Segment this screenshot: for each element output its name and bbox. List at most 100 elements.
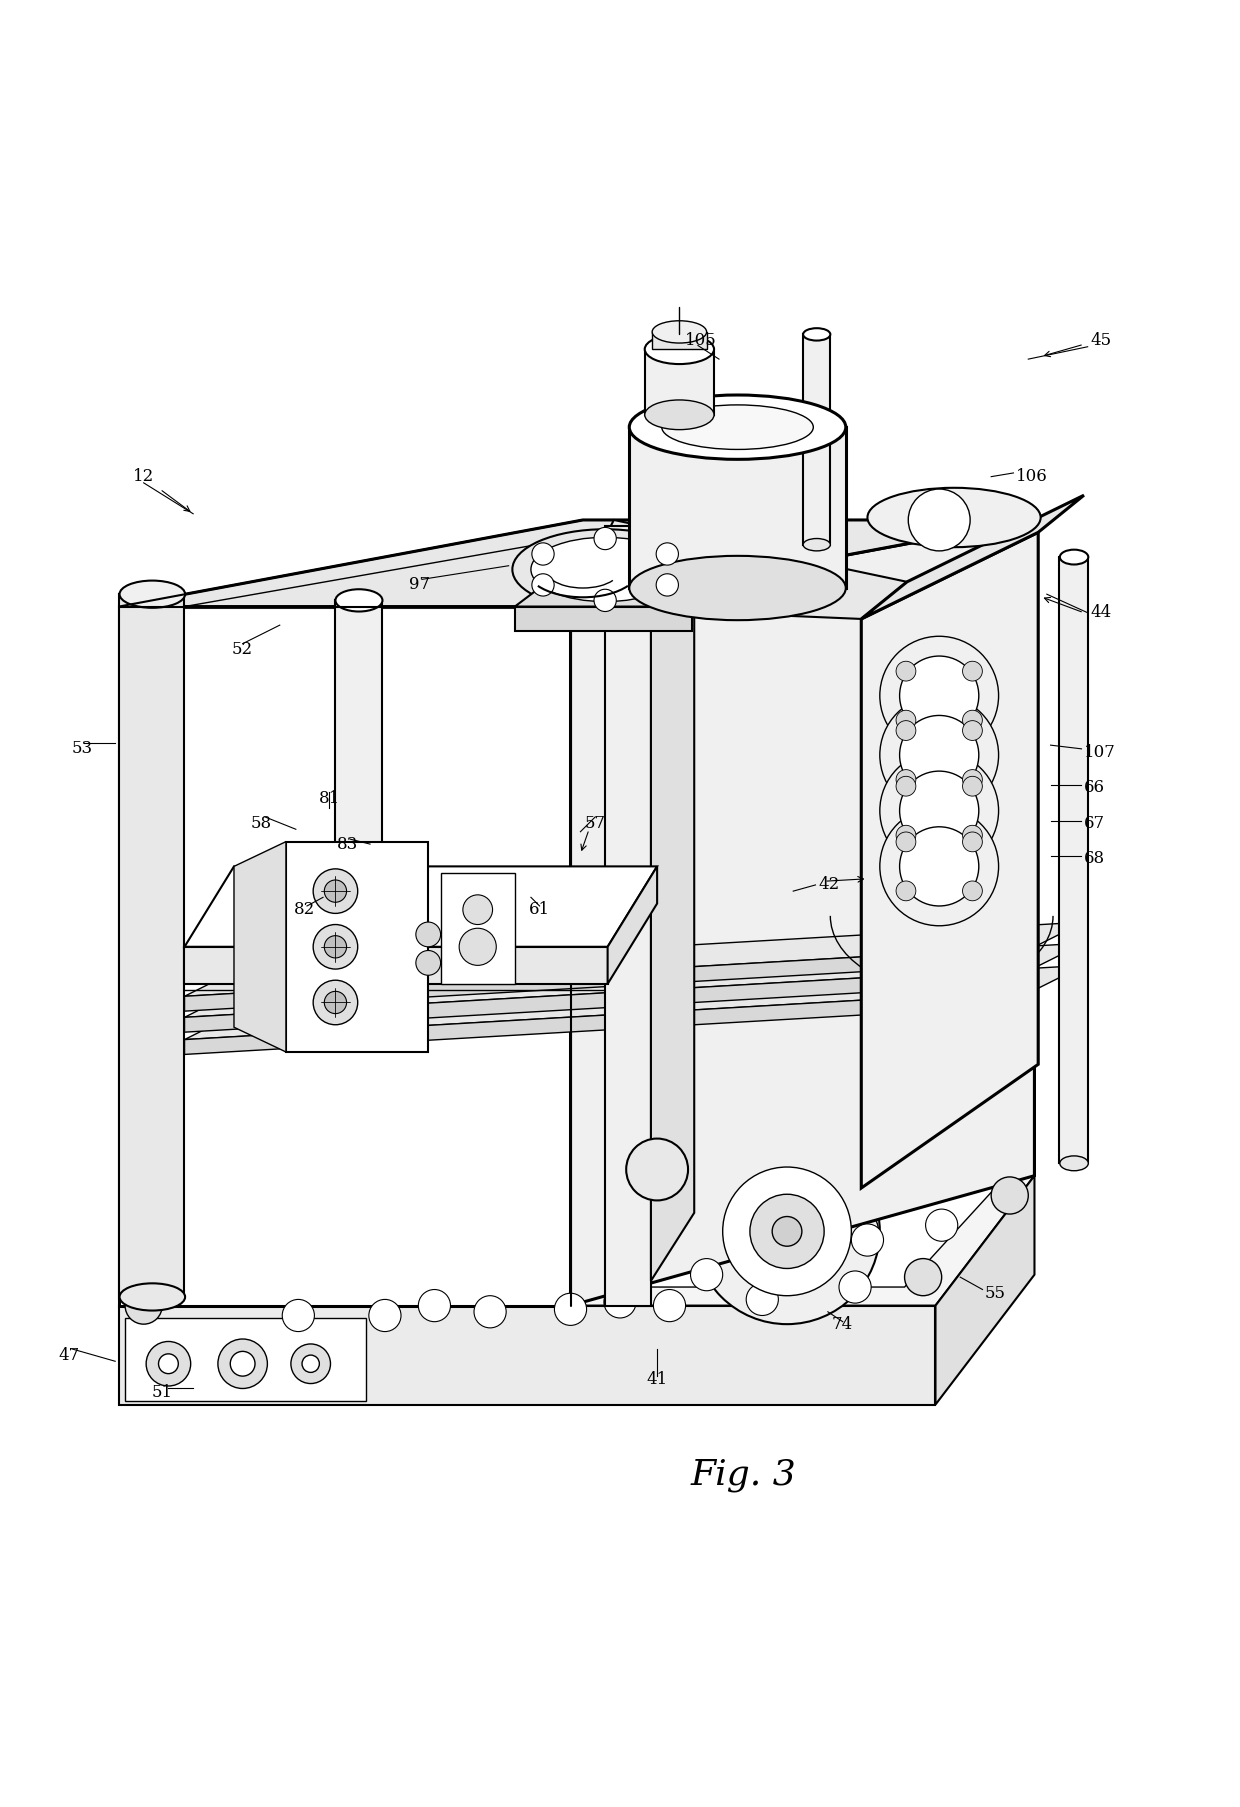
Circle shape — [899, 716, 978, 795]
Text: 107: 107 — [1084, 744, 1116, 761]
Circle shape — [474, 1296, 506, 1328]
Ellipse shape — [119, 1283, 185, 1310]
Circle shape — [899, 772, 978, 851]
Polygon shape — [862, 533, 1038, 1187]
Polygon shape — [440, 873, 515, 985]
Circle shape — [897, 826, 916, 846]
Ellipse shape — [336, 918, 382, 940]
Text: 66: 66 — [1084, 779, 1105, 795]
Circle shape — [962, 721, 982, 741]
Polygon shape — [629, 426, 846, 587]
Ellipse shape — [1060, 549, 1089, 564]
Circle shape — [839, 1270, 872, 1303]
Ellipse shape — [645, 399, 714, 430]
Ellipse shape — [629, 557, 846, 620]
Circle shape — [897, 721, 916, 741]
Text: 52: 52 — [232, 641, 253, 658]
Text: Fig. 3: Fig. 3 — [691, 1458, 796, 1493]
Circle shape — [626, 1138, 688, 1200]
Text: 55: 55 — [985, 1285, 1006, 1301]
Circle shape — [532, 542, 554, 566]
Polygon shape — [1059, 557, 1087, 1164]
Circle shape — [899, 656, 978, 735]
Circle shape — [897, 831, 916, 851]
Polygon shape — [515, 573, 738, 607]
Circle shape — [325, 992, 346, 1014]
Polygon shape — [185, 969, 1034, 1032]
Circle shape — [532, 575, 554, 596]
Circle shape — [283, 1299, 315, 1332]
Circle shape — [773, 1216, 802, 1247]
Text: 47: 47 — [58, 1346, 81, 1364]
Ellipse shape — [804, 538, 831, 551]
Circle shape — [991, 1176, 1028, 1214]
Text: 105: 105 — [684, 332, 717, 349]
Polygon shape — [804, 334, 831, 544]
Circle shape — [656, 542, 678, 566]
Polygon shape — [570, 520, 906, 620]
Polygon shape — [570, 520, 1034, 1306]
Ellipse shape — [804, 329, 831, 340]
Circle shape — [691, 1259, 723, 1290]
Text: 42: 42 — [818, 876, 839, 893]
Circle shape — [880, 696, 998, 815]
Ellipse shape — [1060, 1156, 1089, 1171]
Circle shape — [125, 1287, 162, 1325]
Text: 12: 12 — [133, 468, 154, 484]
Circle shape — [325, 936, 346, 958]
Circle shape — [962, 661, 982, 681]
Text: 83: 83 — [337, 835, 358, 853]
Text: 57: 57 — [585, 815, 606, 831]
Polygon shape — [125, 1317, 366, 1400]
Text: 74: 74 — [832, 1315, 853, 1332]
Text: 58: 58 — [250, 815, 272, 831]
Circle shape — [723, 1167, 852, 1296]
Circle shape — [368, 1299, 401, 1332]
Circle shape — [962, 710, 982, 730]
Circle shape — [314, 979, 357, 1025]
Polygon shape — [608, 866, 657, 985]
Polygon shape — [150, 1185, 997, 1287]
Polygon shape — [862, 495, 1084, 620]
Ellipse shape — [531, 537, 680, 602]
Polygon shape — [234, 842, 286, 1052]
Polygon shape — [119, 595, 185, 1299]
Circle shape — [218, 1339, 268, 1388]
Text: 61: 61 — [529, 902, 551, 918]
Ellipse shape — [629, 396, 846, 459]
Circle shape — [906, 1259, 939, 1292]
Circle shape — [897, 661, 916, 681]
Circle shape — [159, 1353, 179, 1373]
Circle shape — [303, 1355, 320, 1372]
Circle shape — [146, 1341, 191, 1386]
Circle shape — [899, 828, 978, 905]
Circle shape — [314, 869, 357, 913]
Text: 45: 45 — [1090, 332, 1111, 349]
Polygon shape — [935, 1176, 1034, 1404]
Circle shape — [554, 1294, 587, 1325]
Polygon shape — [119, 1306, 935, 1404]
Polygon shape — [185, 943, 1084, 1017]
Polygon shape — [185, 990, 1034, 1055]
Polygon shape — [119, 1176, 1034, 1306]
Circle shape — [925, 1209, 957, 1241]
Polygon shape — [605, 526, 651, 1306]
Text: 51: 51 — [151, 1384, 172, 1400]
Circle shape — [897, 710, 916, 730]
Polygon shape — [119, 607, 570, 1306]
Polygon shape — [651, 495, 694, 1281]
Ellipse shape — [645, 334, 714, 363]
Text: 67: 67 — [1084, 815, 1105, 831]
Circle shape — [325, 880, 346, 902]
Text: 106: 106 — [1016, 468, 1048, 484]
Ellipse shape — [868, 488, 1040, 548]
Polygon shape — [515, 607, 692, 631]
Circle shape — [694, 1138, 880, 1325]
Circle shape — [880, 636, 998, 755]
Text: 41: 41 — [646, 1372, 668, 1388]
Text: 82: 82 — [294, 902, 315, 918]
Circle shape — [653, 1290, 686, 1321]
Polygon shape — [652, 332, 707, 349]
Circle shape — [656, 575, 678, 596]
Circle shape — [594, 589, 616, 611]
